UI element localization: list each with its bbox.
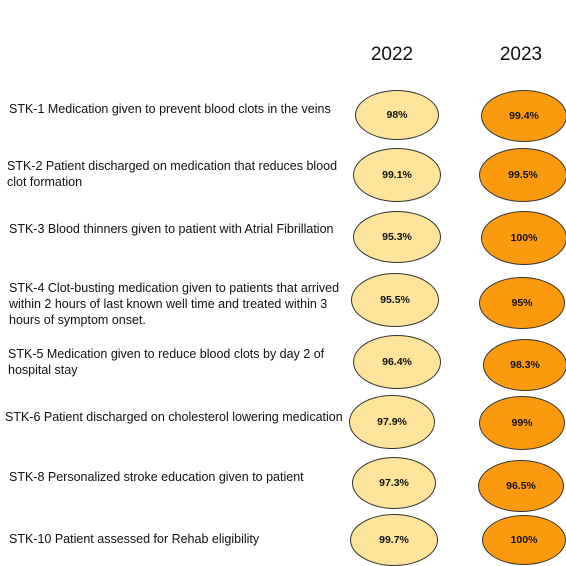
value-oval-2022-stk-1: 98% <box>355 90 439 140</box>
year-header-2022: 2022 <box>370 44 414 65</box>
value-oval-2022-stk-4: 95.5% <box>351 273 439 327</box>
measure-label-stk-5: STK-5 Medication given to reduce blood c… <box>8 347 325 377</box>
value-oval-2022-stk-10: 99.7% <box>350 514 438 566</box>
value-oval-2023-stk-3: 100% <box>481 211 566 265</box>
value-oval-2022-stk-2: 99.1% <box>353 148 441 202</box>
value-oval-2023-stk-5: 98.3% <box>483 339 566 391</box>
measure-label-stk-8: STK-8 Personalized stroke education give… <box>9 470 304 484</box>
value-oval-2022-stk-5: 96.4% <box>353 335 441 389</box>
measure-label-stk-10: STK-10 Patient assessed for Rehab eligib… <box>9 532 260 546</box>
value-oval-2022-stk-6: 97.9% <box>349 395 435 449</box>
value-oval-2023-stk-4: 95% <box>479 277 565 329</box>
measure-label-stk-4: STK-4 Clot-busting medication given to p… <box>9 281 340 327</box>
year-header-2023: 2023 <box>499 44 543 65</box>
value-oval-2022-stk-3: 95.3% <box>353 211 441 263</box>
measure-label-stk-6: STK-6 Patient discharged on cholesterol … <box>5 410 343 424</box>
measure-label-stk-3: STK-3 Blood thinners given to patient wi… <box>9 222 334 236</box>
value-oval-2022-stk-8: 97.3% <box>352 457 436 509</box>
measure-label-stk-2: STK-2 Patient discharged on medication t… <box>7 159 338 189</box>
measure-label-stk-1: STK-1 Medication given to prevent blood … <box>9 102 331 116</box>
value-oval-2023-stk-2: 99.5% <box>479 148 566 202</box>
value-oval-2023-stk-8: 96.5% <box>478 460 564 512</box>
value-oval-2023-stk-10: 100% <box>482 515 566 565</box>
value-oval-2023-stk-6: 99% <box>479 396 565 450</box>
value-oval-2023-stk-1: 99.4% <box>481 90 566 142</box>
